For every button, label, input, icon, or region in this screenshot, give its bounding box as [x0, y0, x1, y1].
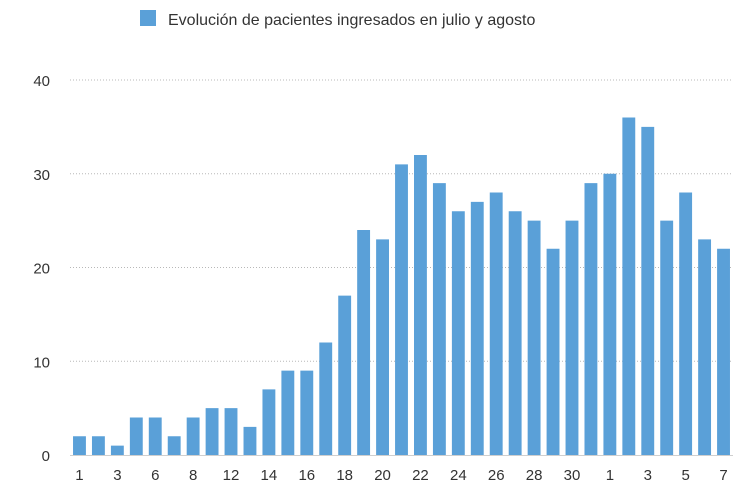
bar	[546, 248, 560, 455]
bar	[281, 370, 295, 456]
x-tick-label: 28	[526, 467, 543, 484]
bar	[243, 426, 257, 456]
x-tick-label: 16	[298, 467, 315, 484]
x-tick-label: 26	[488, 467, 505, 484]
x-tick-label: 1	[606, 467, 614, 484]
bar	[319, 342, 333, 455]
bar	[717, 248, 730, 455]
bar	[357, 230, 371, 455]
bar	[167, 436, 181, 455]
bar	[641, 126, 655, 456]
bar	[508, 211, 522, 455]
bar	[679, 192, 693, 455]
x-axis: 1 3 6 8 12 14 16 18 20 22 24 26 28 30 1 3 5 7	[70, 455, 733, 484]
bar	[186, 417, 200, 455]
bar	[73, 436, 86, 455]
bar	[432, 183, 446, 456]
legend-label: Evolución de pacientes ingresados en jul…	[168, 12, 535, 29]
x-tick-label: 18	[336, 467, 353, 484]
bar	[451, 211, 465, 455]
y-axis: 0 10 20 30 40	[33, 73, 50, 465]
x-tick-label: 3	[113, 467, 121, 484]
x-tick-label: 6	[151, 467, 159, 484]
bar	[300, 370, 314, 456]
bar	[91, 436, 105, 455]
legend: Evolución de pacientes ingresados en jul…	[140, 10, 535, 29]
bar	[565, 220, 579, 456]
bar	[262, 389, 276, 456]
x-tick-label: 20	[374, 467, 391, 484]
bar	[224, 408, 238, 456]
x-tick-label: 8	[189, 467, 197, 484]
bar	[129, 417, 143, 455]
bar	[395, 164, 408, 456]
y-tick-label: 10	[33, 354, 50, 371]
bar	[148, 417, 162, 455]
bar	[698, 239, 712, 455]
bar	[414, 155, 427, 455]
bar	[205, 408, 219, 456]
bar	[489, 192, 503, 455]
bar	[470, 201, 484, 455]
bar	[660, 220, 674, 456]
x-tick-label: 3	[644, 467, 652, 484]
x-tick-label: 12	[223, 467, 240, 484]
bar	[603, 173, 617, 455]
bar	[584, 183, 598, 456]
x-tick-label: 5	[681, 467, 689, 484]
y-tick-label: 0	[42, 448, 50, 465]
x-tick-label: 7	[719, 467, 727, 484]
bar	[338, 295, 352, 456]
bar	[622, 117, 636, 455]
x-tick-label: 22	[412, 467, 429, 484]
bars	[73, 117, 730, 456]
x-tick-label: 24	[450, 467, 467, 484]
bar	[110, 445, 124, 456]
x-tick-label: 14	[261, 467, 278, 484]
y-tick-label: 30	[33, 167, 50, 184]
bar	[527, 220, 541, 456]
legend-swatch	[140, 10, 156, 26]
y-tick-label: 40	[33, 73, 50, 90]
y-tick-label: 20	[33, 261, 50, 278]
x-tick-label: 1	[75, 467, 83, 484]
x-tick-label: 30	[564, 467, 581, 484]
bar	[376, 239, 389, 455]
